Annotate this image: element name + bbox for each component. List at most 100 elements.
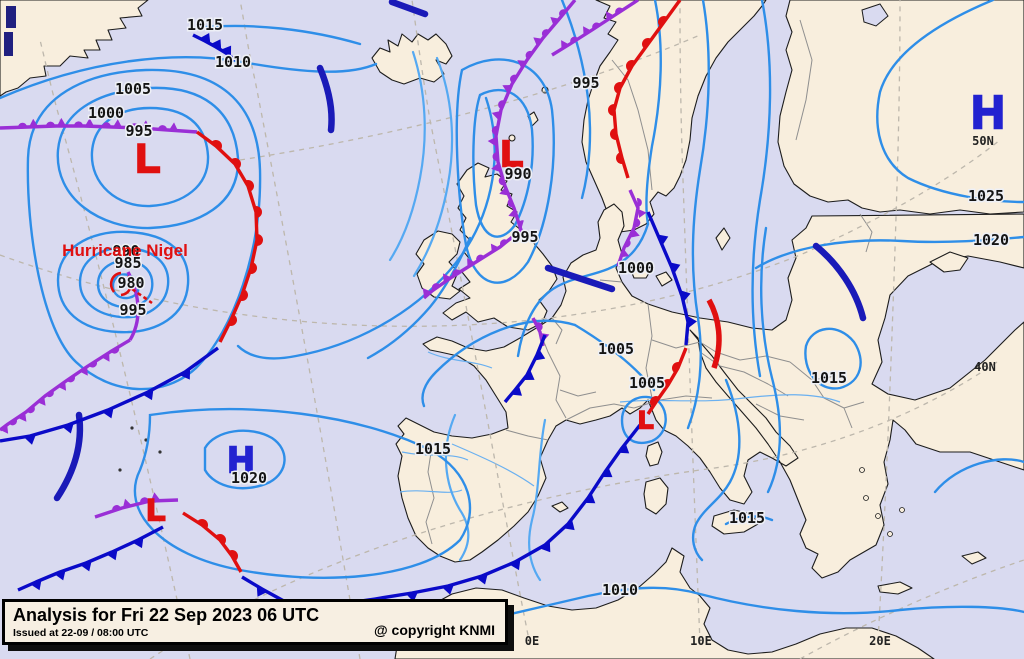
cold-front	[503, 334, 547, 404]
isobar	[751, 0, 772, 378]
isobar	[194, 24, 362, 46]
info-box: Analysis for Fri 22 Sep 2023 06 UTC Issu…	[2, 599, 508, 645]
cold-front	[192, 33, 237, 62]
high-symbol: H	[971, 86, 1004, 138]
occluded-front	[0, 338, 131, 434]
graticule-line	[679, 0, 701, 644]
cold-front	[0, 346, 219, 445]
longitude-label: 10E	[690, 634, 712, 648]
pressure-label: 1010	[602, 581, 638, 599]
isobar	[111, 273, 140, 300]
isobar	[96, 259, 154, 309]
graticule-line	[877, 0, 901, 642]
azores-islands	[118, 426, 162, 472]
longitude-label: 20E	[869, 634, 891, 648]
warm-front	[608, 0, 682, 179]
isobar	[876, 0, 1024, 204]
hurricane-icon	[109, 271, 133, 297]
pressure-label: 995	[572, 74, 599, 92]
pressure-label: 1005	[629, 374, 665, 392]
isobar	[686, 0, 710, 430]
high-symbol: H	[228, 439, 254, 480]
land-gotland	[715, 227, 731, 251]
isobar	[78, 246, 170, 319]
lake-ladoga	[861, 3, 889, 27]
pressure-label: 990	[504, 165, 531, 183]
pressure-label: 980	[117, 274, 144, 292]
low-symbol: L	[501, 133, 523, 174]
trough-line	[388, 0, 429, 18]
greenland-fjord	[6, 6, 16, 28]
pressure-label: 1020	[973, 231, 1009, 249]
low-symbol: L	[639, 407, 654, 434]
warm-front	[182, 511, 243, 573]
isobar	[203, 429, 286, 490]
isobar	[760, 226, 782, 494]
cold-front	[339, 423, 642, 608]
copyright-notice: @ copyright KNMI	[374, 622, 495, 638]
longitude-label: 0E	[525, 634, 539, 648]
land-crimea	[929, 251, 969, 273]
occluded-front	[551, 0, 639, 57]
pressure-label: 1010	[215, 53, 251, 71]
pressure-label: 1015	[729, 509, 765, 527]
land-scandinavia	[581, 0, 767, 233]
occluded-front	[0, 117, 198, 134]
land-finland-russia	[777, 0, 1024, 215]
cold-front	[17, 525, 164, 592]
isobar	[933, 458, 1024, 494]
pressure-label: 1000	[618, 259, 654, 277]
isobar	[56, 230, 190, 334]
graticule-line	[799, 559, 1024, 659]
aegean-islands	[859, 467, 905, 537]
occluded-front	[94, 492, 179, 519]
isobar	[421, 319, 577, 408]
trough-line	[316, 64, 335, 134]
pressure-label: 995	[119, 301, 146, 319]
isobar	[388, 50, 426, 262]
greenland-fjord	[4, 32, 13, 56]
issued-timestamp: Issued at 22-09 / 08:00 UTC	[13, 627, 149, 639]
warm-front	[646, 347, 688, 415]
pressure-label: 1000	[88, 104, 124, 122]
pressure-label: 1025	[968, 187, 1004, 205]
occluded-front	[422, 0, 577, 300]
land-corsica	[645, 441, 663, 467]
land-cyprus	[961, 551, 987, 565]
pressure-label: 995	[125, 122, 152, 140]
latitude-label: 40N	[974, 360, 996, 374]
isobar	[560, 0, 592, 200]
warm-front	[195, 130, 263, 343]
low-symbol: L	[147, 494, 165, 527]
pressure-label: 1005	[598, 340, 634, 358]
graticule-line	[39, 39, 191, 659]
land-crete	[877, 581, 913, 595]
isobar	[691, 378, 741, 562]
fronts	[0, 0, 867, 612]
occluded-front	[126, 271, 140, 341]
latitude-label: 50N	[972, 134, 994, 148]
pressure-labels: 1015 1010 1005 1000 995 990 985 980 995 …	[86, 15, 1010, 601]
occluded-front	[616, 189, 647, 267]
hurricane-label: Hurricane Nigel	[62, 241, 188, 260]
analysis-title: Analysis for Fri 22 Sep 2023 06 UTC	[13, 605, 320, 625]
isobar	[724, 515, 774, 526]
pressure-label: 1005	[115, 80, 151, 98]
land-denmark-isles	[629, 261, 653, 279]
pressure-label: 1015	[415, 440, 451, 458]
pressure-centers: L L L L H H	[135, 85, 1006, 529]
land-iceland	[371, 33, 453, 85]
graticule-line	[239, 0, 361, 659]
cold-front	[646, 211, 697, 346]
pressure-label: 1015	[811, 369, 847, 387]
land-sardinia	[643, 477, 669, 515]
isobar	[0, 56, 378, 100]
land-denmark-isles	[655, 271, 673, 287]
pressure-label: 995	[511, 228, 538, 246]
isobar	[573, 323, 656, 392]
pressure-label: 985	[114, 254, 141, 272]
isobar	[90, 106, 210, 208]
warm-front-segment	[706, 298, 722, 369]
